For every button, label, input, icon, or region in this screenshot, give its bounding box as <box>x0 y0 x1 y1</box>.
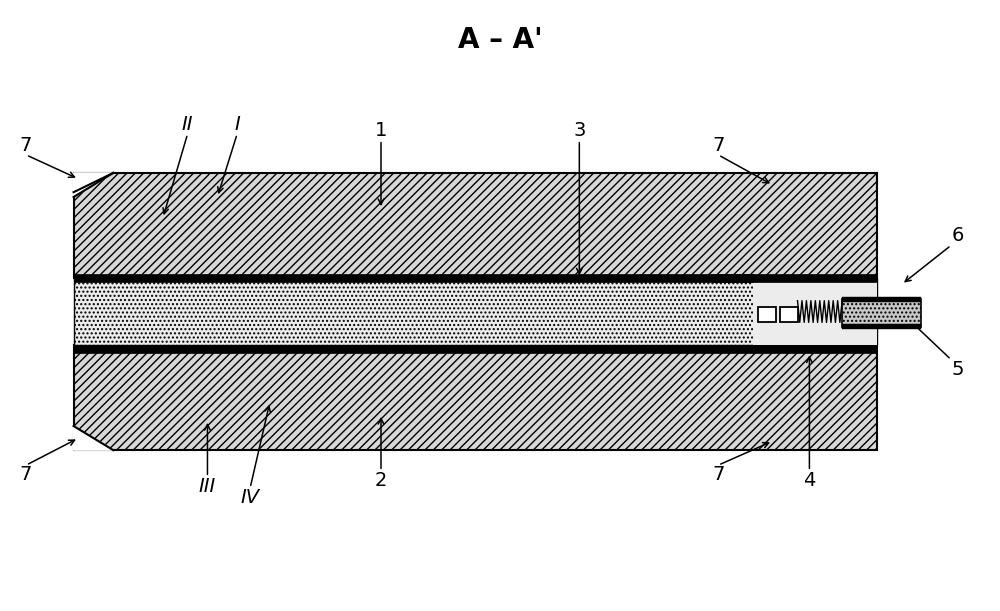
Bar <box>74 345 877 450</box>
Polygon shape <box>74 426 113 450</box>
Text: A – A': A – A' <box>458 26 542 54</box>
Bar <box>842 299 921 327</box>
Text: 1: 1 <box>375 121 387 140</box>
Text: III: III <box>199 477 216 496</box>
Bar <box>74 279 877 345</box>
Text: I: I <box>234 115 240 134</box>
Text: IV: IV <box>241 488 260 507</box>
Text: 7: 7 <box>20 136 32 155</box>
Bar <box>74 173 877 279</box>
Text: 7: 7 <box>712 136 724 155</box>
Text: 7: 7 <box>20 465 32 484</box>
Bar <box>753 274 877 282</box>
Text: 7: 7 <box>712 465 724 484</box>
Text: II: II <box>182 115 193 134</box>
Text: 4: 4 <box>803 471 816 490</box>
Bar <box>758 307 776 323</box>
Text: 3: 3 <box>573 121 586 140</box>
Bar <box>780 307 798 323</box>
Bar <box>842 297 921 302</box>
Bar <box>74 345 133 353</box>
Polygon shape <box>74 173 113 192</box>
Text: 2: 2 <box>375 471 387 490</box>
Bar <box>753 279 877 345</box>
Polygon shape <box>74 173 113 197</box>
Bar <box>842 324 921 329</box>
Text: 6: 6 <box>951 226 964 245</box>
Bar <box>713 274 753 282</box>
Bar <box>133 345 753 353</box>
Bar <box>753 345 877 353</box>
Text: 5: 5 <box>951 360 964 379</box>
Bar <box>74 274 133 282</box>
Bar <box>133 274 753 282</box>
